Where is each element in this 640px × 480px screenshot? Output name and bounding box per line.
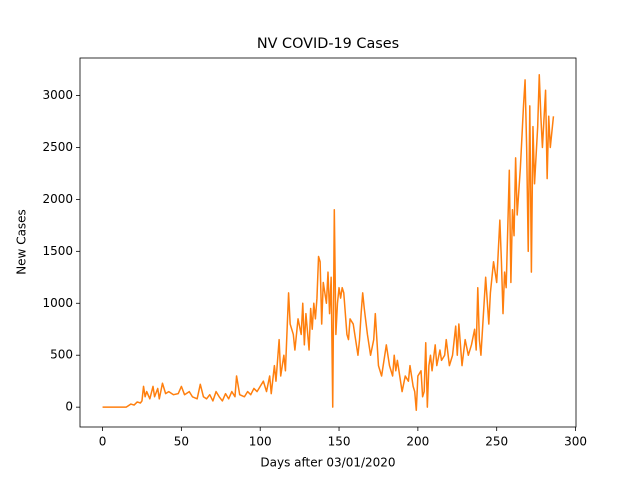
y-tick-label: 3000 — [42, 88, 73, 102]
chart-title: NV COVID-19 Cases — [257, 36, 399, 52]
y-tick-label: 2500 — [42, 140, 73, 154]
y-axis-label: New Cases — [15, 209, 29, 275]
x-tick-label: 200 — [406, 435, 429, 449]
x-tick-label: 100 — [249, 435, 272, 449]
y-tick-label: 500 — [50, 348, 73, 362]
plot-frame — [79, 57, 577, 428]
x-tick-label: 150 — [328, 435, 351, 449]
x-tick-label: 300 — [564, 435, 587, 449]
x-tick-label: 0 — [99, 435, 107, 449]
y-tick-label: 1000 — [42, 296, 73, 310]
x-tick-label: 50 — [174, 435, 189, 449]
x-axis-label: Days after 03/01/2020 — [260, 456, 395, 470]
y-tick-label: 1500 — [42, 244, 73, 258]
x-tick-label: 250 — [485, 435, 508, 449]
y-tick-label: 2000 — [42, 192, 73, 206]
data-line — [102, 73, 555, 412]
y-tick-label: 0 — [65, 400, 73, 414]
